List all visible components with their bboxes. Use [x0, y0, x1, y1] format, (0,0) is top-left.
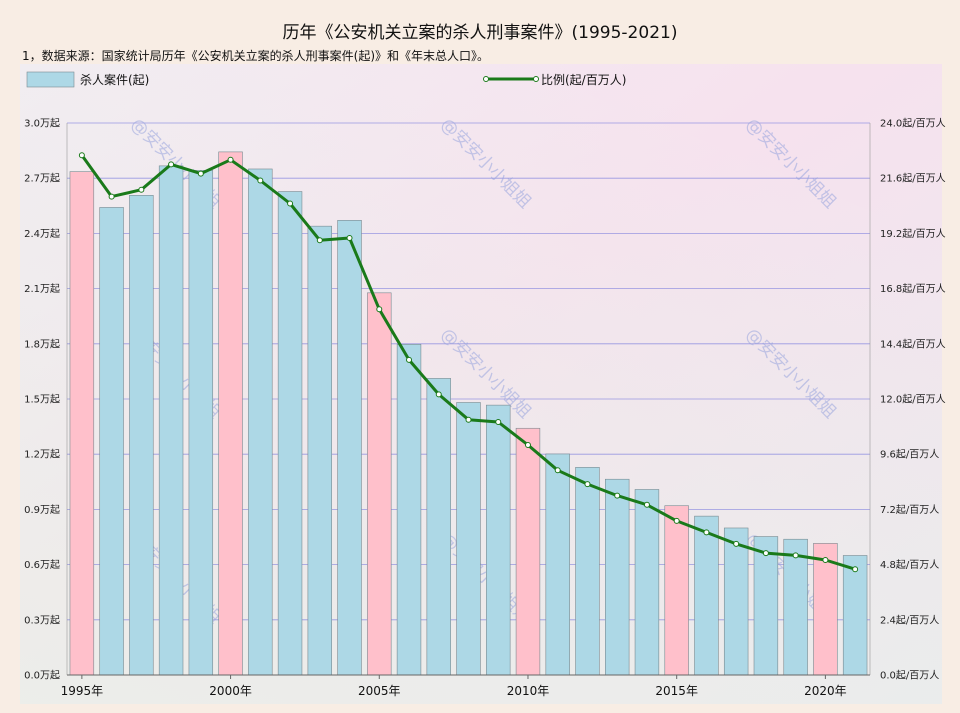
line-point [703, 529, 710, 536]
y-left-tick-label: 0.3万起 [24, 614, 60, 626]
bar [99, 207, 124, 676]
legend-line-marker-right [533, 76, 539, 82]
bar [129, 195, 154, 676]
y-right-tick-label: 16.8起/百万人 [880, 283, 946, 295]
y-left-tick-label: 1.5万起 [24, 394, 60, 406]
legend-bar-label: 杀人案件(起) [80, 72, 149, 87]
y-right-tick-label: 9.6起/百万人 [880, 449, 939, 461]
bar [515, 427, 541, 676]
line-point [762, 550, 769, 557]
bar [545, 453, 570, 676]
bar [277, 191, 303, 676]
x-tick-label: 2020年 [804, 684, 847, 698]
line-point [554, 467, 561, 474]
line-point [257, 177, 264, 184]
line-point [524, 442, 531, 448]
line-point [316, 237, 323, 244]
x-tick-label: 2015年 [655, 684, 698, 698]
bar [307, 225, 332, 676]
y-left-tick-label: 0.0万起 [24, 670, 60, 682]
y-right-tick-label: 14.4起/百万人 [880, 338, 946, 350]
line-point [435, 391, 442, 398]
y-right-tick-label: 0.0起/百万人 [880, 670, 939, 682]
y-right-tick-label: 4.8起/百万人 [880, 559, 939, 571]
legend-line-label: 比例(起/百万人) [541, 73, 626, 87]
bar [634, 489, 660, 676]
bar [694, 515, 719, 676]
x-axis: 1995年 2000年 2005年 2010年 2015年 2020年 [61, 674, 870, 698]
bar-series [69, 151, 868, 676]
y-right-tick-label: 19.2起/百万人 [880, 228, 946, 240]
bar [396, 343, 422, 676]
line-series [78, 152, 859, 573]
line-point [733, 540, 740, 547]
y-left-tick-label: 2.7万起 [24, 173, 60, 185]
line-point [792, 552, 799, 559]
bar [486, 404, 511, 676]
y-left-tick-label: 1.8万起 [24, 338, 60, 350]
line-point [197, 170, 204, 177]
bar [367, 292, 392, 676]
x-tick-label: 1995年 [61, 684, 104, 698]
line-point [406, 356, 413, 363]
legend-line-marker-left [483, 76, 489, 82]
x-tick-label: 2010年 [507, 684, 550, 698]
y-right-tick-label: 2.4起/百万人 [880, 614, 939, 626]
y-left-tick-label: 2.4万起 [24, 228, 60, 240]
bar [69, 171, 95, 676]
y-left-tick-label: 2.1万起 [24, 283, 60, 295]
legend-bar-swatch [26, 71, 75, 88]
line-point [465, 416, 472, 423]
legend: 杀人案件(起) 比例(起/百万人) [26, 71, 626, 88]
y-right-tick-label: 24.0起/百万人 [880, 118, 946, 130]
bar [158, 165, 184, 676]
line-point [673, 517, 680, 524]
bar [337, 220, 362, 676]
bar [456, 402, 481, 676]
bar [664, 505, 689, 676]
chart-title: 历年《公安机关立案的杀人刑事案件》(1995-2021) [282, 23, 678, 43]
line-point [227, 156, 234, 163]
line-point [138, 186, 145, 193]
bar [723, 527, 749, 676]
line-point [346, 235, 353, 241]
bar [605, 478, 630, 676]
bar [218, 151, 243, 676]
bar [783, 538, 808, 676]
y-left-tick-label: 0.6万起 [24, 559, 60, 571]
y-right-tick-label: 7.2起/百万人 [880, 504, 939, 516]
y-left-tick-label: 3.0万起 [24, 118, 60, 130]
source-note: 1，数据来源：国家统计局历年《公安机关立案的杀人刑事案件(起)》和《年末总人口》… [22, 49, 490, 63]
line-point [614, 492, 621, 499]
line-point [108, 193, 115, 200]
x-tick-label: 2000年 [209, 684, 252, 698]
y-right-tick-label: 12.0起/百万人 [880, 394, 946, 406]
line-point [287, 200, 294, 207]
y-axis-left: 0.0万起 0.3万起 0.6万起 0.9万起 1.2万起 1.5万起 1.8万起 2.1万起… [24, 118, 68, 682]
line-point [168, 161, 175, 168]
bar [753, 536, 779, 676]
y-left-tick-label: 1.2万起 [24, 449, 60, 461]
y-left-tick-label: 0.9万起 [24, 504, 60, 516]
y-axis-right: 0.0起/百万人 2.4起/百万人 4.8起/百万人 7.2起/百万人 9.6起/百万人… [869, 118, 946, 682]
line-point [822, 557, 829, 563]
line-point [584, 481, 591, 488]
line-point [495, 419, 502, 425]
bar [575, 467, 600, 676]
line-point [643, 501, 650, 508]
x-tick-label: 2005年 [358, 684, 401, 698]
bar [248, 168, 273, 676]
line-point [78, 152, 85, 159]
line-point [376, 306, 383, 313]
bar [188, 170, 214, 676]
bar [426, 378, 451, 676]
line-point [852, 566, 859, 573]
bar [842, 555, 868, 676]
y-right-tick-label: 21.6起/百万人 [880, 173, 946, 185]
